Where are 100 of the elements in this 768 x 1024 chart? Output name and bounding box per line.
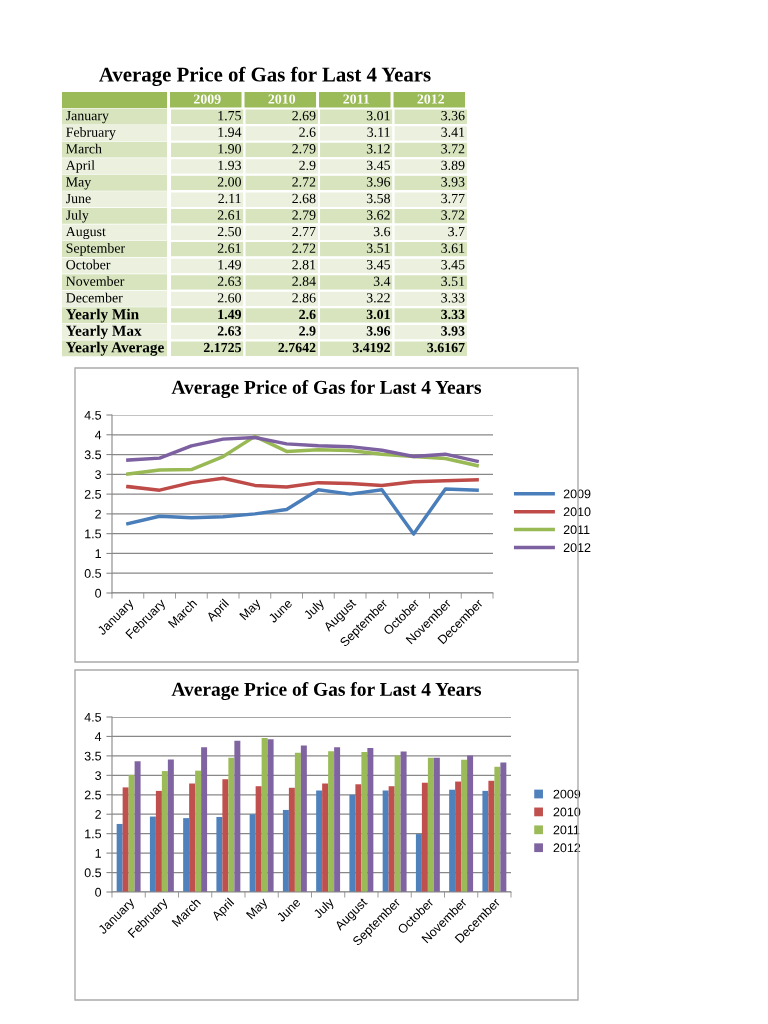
y-tick-label: 0.5 xyxy=(84,868,102,878)
bar xyxy=(222,779,229,892)
y-tick-label: 3 xyxy=(95,771,102,780)
x-tick-label: May xyxy=(245,897,270,922)
data-label: 3.4 xyxy=(373,276,391,287)
chart-title: Average Price of Gas for Last 4 Years xyxy=(171,380,482,398)
y-tick-label: 4.5 xyxy=(84,410,102,420)
bar xyxy=(433,757,440,892)
data-label: 2.9 xyxy=(299,160,316,171)
bar xyxy=(116,823,123,892)
y-tick-label: 3 xyxy=(95,470,102,479)
bar xyxy=(128,774,135,892)
y-tick-label: December xyxy=(66,292,123,303)
bar xyxy=(183,818,190,892)
bar xyxy=(382,790,389,892)
bar xyxy=(134,761,141,892)
bar xyxy=(234,740,241,892)
bar xyxy=(228,757,235,892)
data-label: 1.93 xyxy=(218,160,241,171)
y-tick-label: February xyxy=(66,127,116,140)
x-tick-label: 2010 xyxy=(268,94,296,104)
data-label: 3.77 xyxy=(441,193,465,204)
bar xyxy=(122,787,129,892)
y-tick-label: Yearly Min xyxy=(65,308,139,323)
y-tick-label: 3.5 xyxy=(84,751,102,761)
data-label: 2.68 xyxy=(292,193,316,204)
y-tick-label: September xyxy=(66,243,125,256)
bar xyxy=(261,738,268,892)
legend-label: 2010 xyxy=(563,507,591,517)
data-label: 1.75 xyxy=(218,111,241,121)
data-label: 3.61 xyxy=(441,243,465,253)
data-label: 3.58 xyxy=(366,193,390,204)
y-tick-label: June xyxy=(66,193,91,204)
data-label: 3.93 xyxy=(441,177,465,187)
bar xyxy=(288,787,295,892)
line-series xyxy=(126,487,479,536)
line-series xyxy=(126,435,479,464)
bar xyxy=(500,762,507,892)
data-label: 2.72 xyxy=(292,177,316,187)
x-tick-label: 2011 xyxy=(343,94,370,104)
bar xyxy=(488,780,495,892)
data-label: 3.22 xyxy=(366,293,390,303)
y-tick-label: October xyxy=(66,259,111,270)
data-label: 1.49 xyxy=(218,309,242,320)
data-label: 3.12 xyxy=(366,144,390,154)
data-label: 3.33 xyxy=(441,293,465,303)
data-label: 2.11 xyxy=(218,193,241,204)
data-label: 1.49 xyxy=(218,260,241,270)
y-tick-label: 2 xyxy=(95,509,101,519)
bar xyxy=(155,790,162,892)
data-label: 2.79 xyxy=(292,210,316,220)
legend-label: 2012 xyxy=(563,543,591,553)
data-label: 3.6167 xyxy=(427,342,465,353)
y-tick-label: 1.5 xyxy=(85,529,102,539)
bar xyxy=(189,783,196,892)
bar xyxy=(455,781,462,892)
x-tick-label: 2009 xyxy=(193,94,221,104)
y-tick-label: 3.5 xyxy=(84,450,102,460)
y-tick-label: 4 xyxy=(94,430,102,440)
data-label: 2.84 xyxy=(292,276,316,287)
data-label: 2.79 xyxy=(292,144,316,154)
data-label: 2.6 xyxy=(299,309,316,320)
data-label: 2.69 xyxy=(292,110,316,121)
bar xyxy=(349,794,356,892)
data-label: 3.62 xyxy=(366,210,390,220)
data-label: 2.60 xyxy=(217,293,241,303)
data-label: 2.86 xyxy=(292,293,316,303)
bar xyxy=(461,759,468,892)
y-tick-label: 4.5 xyxy=(84,712,102,722)
data-label: 3.33 xyxy=(441,309,465,320)
x-tick-label: May xyxy=(239,598,264,623)
data-label: 2.63 xyxy=(217,326,242,336)
bar xyxy=(400,751,407,892)
bar xyxy=(482,790,489,892)
y-tick-label: August xyxy=(65,226,106,240)
data-label: 2.77 xyxy=(292,226,316,237)
bar xyxy=(449,789,456,892)
y-tick-label: 2.5 xyxy=(84,790,102,800)
y-tick-label: 4 xyxy=(94,732,102,741)
bar xyxy=(334,747,341,892)
bar xyxy=(267,739,274,892)
x-tick-label: July xyxy=(312,896,337,921)
legend-label: 2009 xyxy=(563,489,591,499)
y-tick-label: January xyxy=(66,111,109,124)
data-label: 3.89 xyxy=(441,160,465,171)
bar xyxy=(322,783,329,892)
data-label: 2.61 xyxy=(217,210,241,220)
data-label: 3.72 xyxy=(441,210,465,220)
data-label: 3.01 xyxy=(366,110,390,121)
data-label: 3.93 xyxy=(441,326,465,336)
bar xyxy=(255,786,262,892)
y-tick-label: 0.5 xyxy=(84,569,102,578)
data-label: 2.6 xyxy=(299,127,316,137)
bar xyxy=(282,809,289,892)
data-label: 2.61 xyxy=(217,243,241,253)
data-label: 3.4192 xyxy=(352,342,390,353)
bar xyxy=(300,745,307,892)
legend-label: 2011 xyxy=(563,525,590,535)
bar xyxy=(328,751,335,892)
legend-label: 2012 xyxy=(553,843,581,853)
